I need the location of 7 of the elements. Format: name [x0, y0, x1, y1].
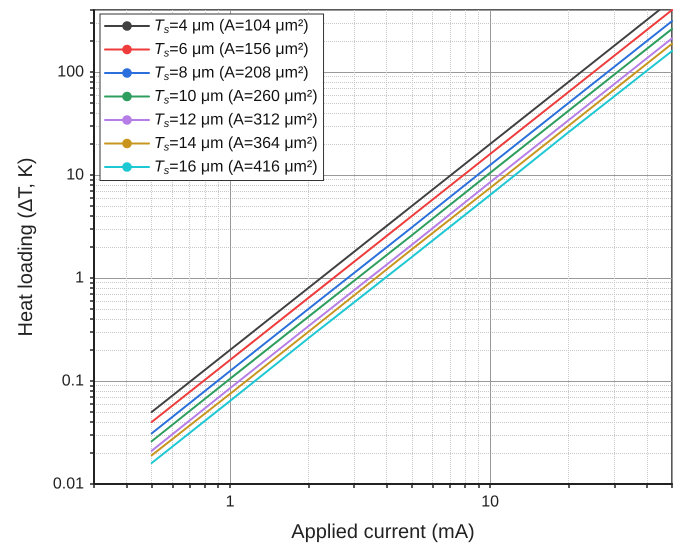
y-axis-title: Heat loading (ΔT, K) — [15, 158, 37, 336]
y-tick-label: 10 — [66, 166, 84, 184]
x-axis-title: Applied current (mA) — [291, 521, 475, 543]
y-tick-label: 0.01 — [52, 476, 84, 492]
y-tick-label: 100 — [57, 64, 84, 81]
y-tick-label: 1 — [75, 270, 84, 287]
y-tick-label: 0.1 — [62, 372, 84, 390]
